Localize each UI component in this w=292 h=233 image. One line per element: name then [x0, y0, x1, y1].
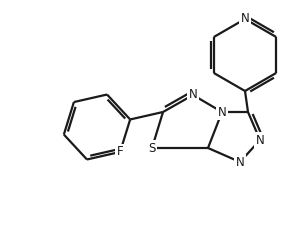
Text: N: N	[189, 89, 197, 102]
Text: S: S	[148, 141, 156, 154]
Text: N: N	[218, 106, 226, 119]
Text: N: N	[256, 134, 264, 147]
Text: N: N	[236, 155, 244, 168]
Text: F: F	[117, 145, 124, 158]
Text: N: N	[241, 13, 249, 25]
